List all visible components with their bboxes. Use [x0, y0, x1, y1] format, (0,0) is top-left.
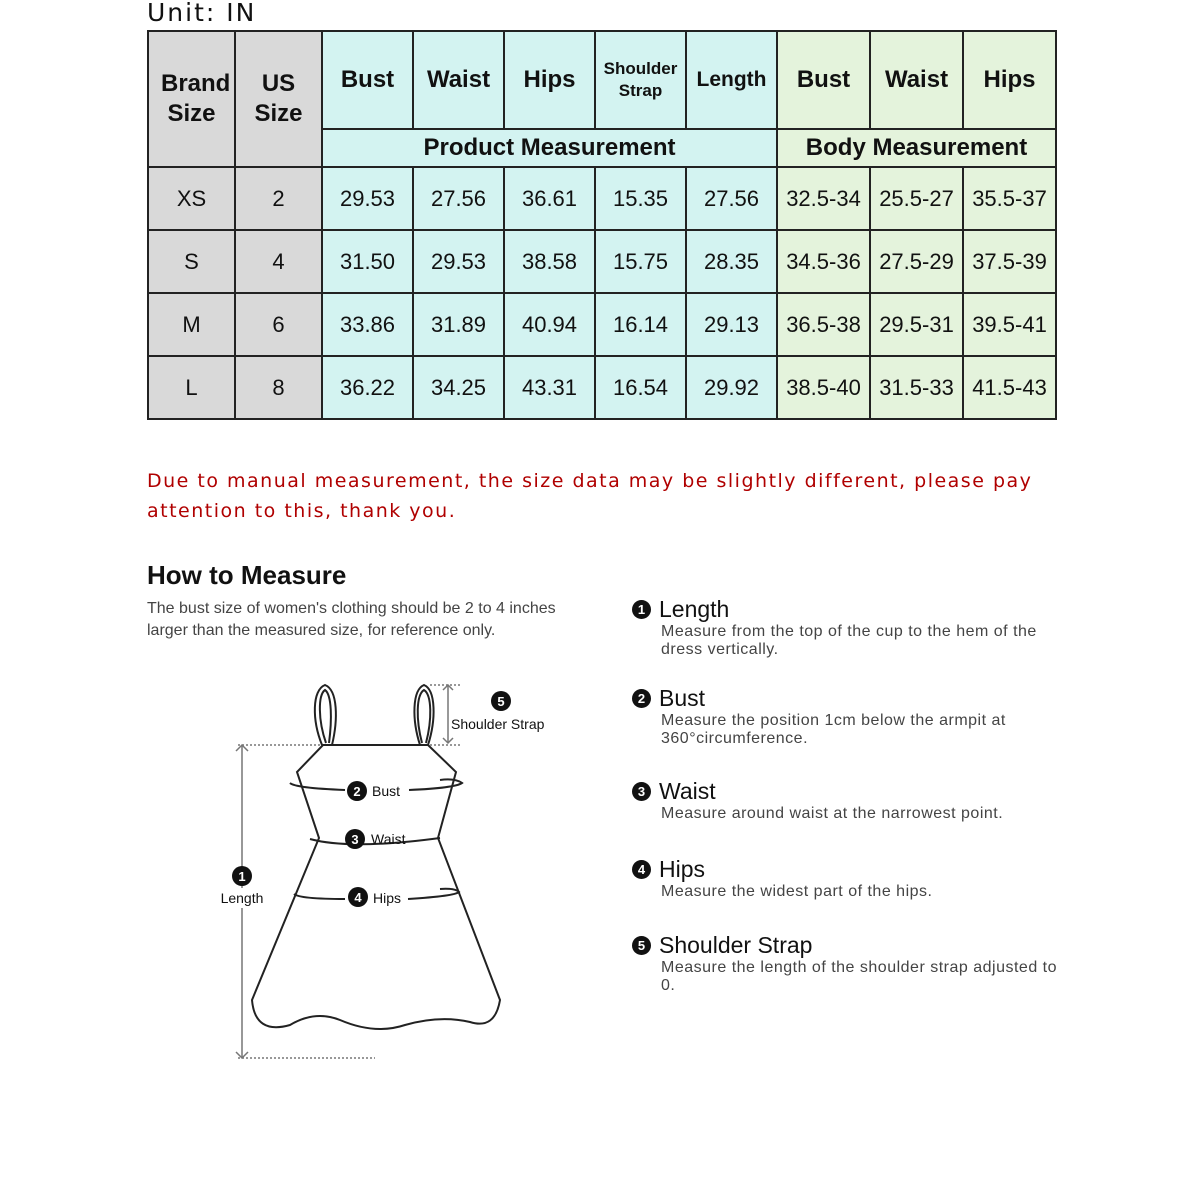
diagram-waist-label: Waist [371, 831, 406, 847]
table-cell: 6 [234, 292, 323, 357]
table-cell: 43.31 [503, 355, 596, 420]
table-cell: 38.58 [503, 229, 596, 294]
table-cell: 25.5-27 [869, 166, 964, 231]
table-cell: 29.53 [412, 229, 505, 294]
table-cell: 8 [234, 355, 323, 420]
measure-item-title: Shoulder Strap [659, 932, 813, 958]
table-cell: 36.22 [321, 355, 414, 420]
table-cell: 32.5-34 [776, 166, 871, 231]
number-3-icon: 3 [632, 782, 651, 801]
svg-text:2: 2 [353, 784, 360, 799]
number-2-icon [347, 781, 367, 801]
header-brand-size: Brand Size [147, 30, 236, 168]
table-cell: 41.5-43 [962, 355, 1057, 420]
header-body-hips: Hips [962, 30, 1057, 130]
measurement-note: Due to manual measurement, the size data… [147, 470, 1033, 522]
group-body-measurement: Body Measurement [776, 128, 1057, 168]
measure-item: 5 Shoulder Strap Measure the length of the… [632, 932, 1072, 995]
number-4-icon [348, 887, 368, 907]
table-cell: 29.92 [685, 355, 778, 420]
svg-text:3: 3 [351, 832, 358, 847]
diagram-hips-label: Hips [373, 890, 401, 906]
measure-item: 1 Length Measure from the top of the cup t… [632, 596, 1072, 659]
table-cell: 31.89 [412, 292, 505, 357]
measure-item-desc: Measure from the top of the cup to the h… [661, 623, 1037, 658]
table-cell: S [147, 229, 236, 294]
table-row: L 8 36.22 34.25 43.31 16.54 29.92 38.5-40 31.5-3… [147, 355, 1057, 420]
table-cell: 34.25 [412, 355, 505, 420]
measure-item: 3 Waist Measure around waist at the narrow… [632, 778, 1072, 823]
number-2-icon: 2 [632, 689, 651, 708]
diagram-labels: 2 Bust 3 Waist 4 Hips 1 Length 5 Shoulde… [215, 691, 545, 908]
table-cell: 27.56 [685, 166, 778, 231]
table-cell: 35.5-37 [962, 166, 1057, 231]
measure-item-title: Waist [659, 778, 716, 804]
table-cell: 33.86 [321, 292, 414, 357]
diagram-bust-label: Bust [372, 783, 400, 799]
header-length: Length [685, 30, 778, 130]
table-cell: 16.54 [594, 355, 687, 420]
table-cell: 39.5-41 [962, 292, 1057, 357]
table-cell: 29.5-31 [869, 292, 964, 357]
table-cell: 29.13 [685, 292, 778, 357]
how-to-title: How to Measure [147, 560, 347, 590]
unit-label: Unit: IN [147, 0, 257, 27]
measure-item-desc: Measure around waist at the narrowest po… [661, 805, 1004, 822]
table-cell: 31.50 [321, 229, 414, 294]
table-cell: L [147, 355, 236, 420]
number-1-icon [232, 866, 252, 886]
diagram-length-label: Length [221, 890, 264, 906]
header-shoulder-strap: Shoulder Strap [594, 30, 687, 130]
svg-text:4: 4 [354, 890, 362, 905]
number-4-icon: 4 [632, 860, 651, 879]
table-cell: 15.75 [594, 229, 687, 294]
table-cell: 4 [234, 229, 323, 294]
table-cell: 28.35 [685, 229, 778, 294]
header-us-size: US Size [234, 30, 323, 168]
table-cell: 37.5-39 [962, 229, 1057, 294]
table-cell: 31.5-33 [869, 355, 964, 420]
measure-item-desc: Measure the widest part of the hips. [661, 883, 933, 900]
how-to-desc: The bust size of women's clothing should… [147, 600, 556, 639]
number-5-icon [491, 691, 511, 711]
table-row: S 4 31.50 29.53 38.58 15.75 28.35 34.5-36 27.5-2… [147, 229, 1057, 294]
table-cell: 36.61 [503, 166, 596, 231]
header-body-bust: Bust [776, 30, 871, 130]
svg-text:1: 1 [238, 869, 245, 884]
measure-item: 4 Hips Measure the widest part of the hips… [632, 856, 1072, 901]
table-cell: 29.53 [321, 166, 414, 231]
table-cell: 27.5-29 [869, 229, 964, 294]
table-cell: 40.94 [503, 292, 596, 357]
table-cell: 34.5-36 [776, 229, 871, 294]
table-row: M 6 33.86 31.89 40.94 16.14 29.13 36.5-38 29.5-3… [147, 292, 1057, 357]
measure-item-title: Bust [659, 685, 706, 711]
table-cell: 36.5-38 [776, 292, 871, 357]
header-body-waist: Waist [869, 30, 964, 130]
number-3-icon [345, 829, 365, 849]
measure-item-desc: Measure the length of the shoulder strap… [661, 959, 1058, 994]
table-cell: 38.5-40 [776, 355, 871, 420]
size-chart-table: Brand Size US Size Bust Waist Hips Shoul… [147, 30, 1057, 420]
table-cell: 16.14 [594, 292, 687, 357]
header-bust: Bust [321, 30, 414, 130]
svg-text:5: 5 [497, 694, 504, 709]
table-cell: XS [147, 166, 236, 231]
header-hips: Hips [503, 30, 596, 130]
measure-item-desc: Measure the position 1cm below the armpi… [661, 712, 1006, 747]
number-1-icon: 1 [632, 600, 651, 619]
measure-item-title: Length [659, 596, 730, 622]
number-5-icon: 5 [632, 936, 651, 955]
diagram-strap-label: Shoulder Strap [451, 716, 545, 732]
table-cell: 15.35 [594, 166, 687, 231]
group-product-measurement: Product Measurement [321, 128, 778, 168]
measure-item-title: Hips [659, 856, 706, 882]
dress-diagram: 2 Bust 3 Waist 4 Hips 1 Length 5 Shoulde… [215, 683, 545, 1060]
table-row: XS 2 29.53 27.56 36.61 15.35 27.56 32.5-34 25.5-… [147, 166, 1057, 231]
measure-item: 2 Bust Measure the position 1cm below the … [632, 685, 1072, 748]
header-waist: Waist [412, 30, 505, 130]
table-cell: M [147, 292, 236, 357]
table-cell: 2 [234, 166, 323, 231]
table-cell: 27.56 [412, 166, 505, 231]
